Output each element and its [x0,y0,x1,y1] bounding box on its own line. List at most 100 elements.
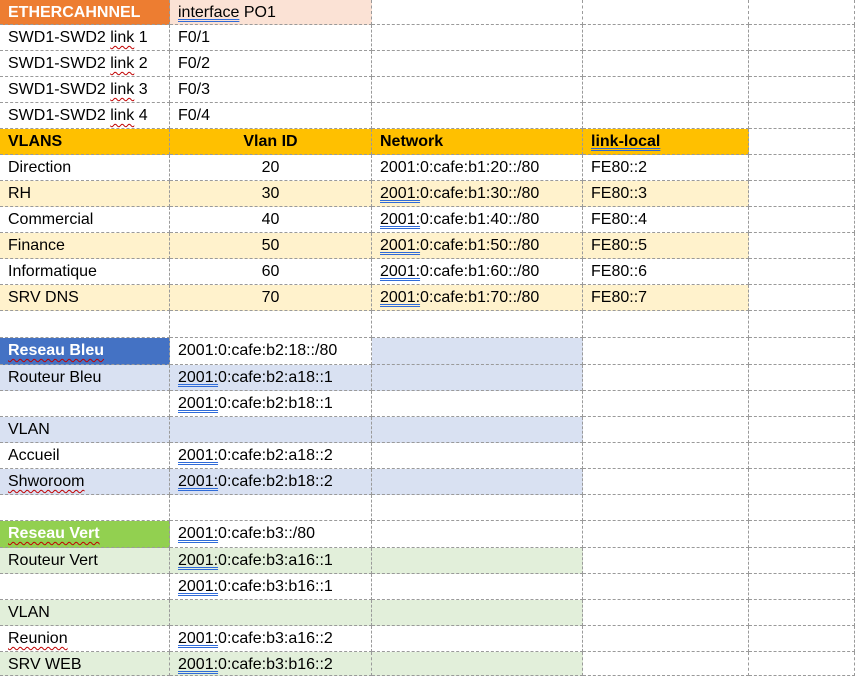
routeur-vert-addr-cell[interactable]: 2001:0:cafe:b3:a16::1 [170,548,372,574]
empty-cell[interactable] [583,521,749,548]
link-label-cell[interactable]: SWD1-SWD2 link 4 [0,103,170,129]
empty-cell[interactable] [372,469,583,495]
header-vlans[interactable]: VLANS [0,129,170,155]
empty-cell[interactable] [372,521,583,548]
empty-cell[interactable] [372,365,583,391]
vlan-name-cell[interactable]: Finance [0,233,170,259]
routeur-bleu-addr-cell[interactable]: 2001:0:cafe:b2:b18::1 [170,391,372,417]
header-vlan-id[interactable]: Vlan ID [170,129,372,155]
empty-cell[interactable] [749,626,855,652]
empty-cell[interactable] [583,103,749,129]
empty-cell[interactable] [749,51,855,77]
vlan-name-cell[interactable]: RH [0,181,170,207]
empty-cell[interactable] [749,129,855,155]
vlan-name-cell[interactable]: SRV DNS [0,285,170,311]
empty-cell[interactable] [583,574,749,600]
empty-cell[interactable] [749,521,855,548]
empty-cell[interactable] [749,365,855,391]
empty-cell[interactable] [583,417,749,443]
vlan-name-cell[interactable]: SRV WEB [0,652,170,676]
empty-cell[interactable] [749,311,855,338]
empty-cell[interactable] [749,417,855,443]
reseau-vert-network-cell[interactable]: 2001:0:cafe:b3::/80 [170,521,372,548]
vlan-name-cell[interactable]: Commercial [0,207,170,233]
empty-cell[interactable] [583,443,749,469]
empty-cell[interactable] [372,600,583,626]
empty-cell[interactable] [749,181,855,207]
vlan-network-cell[interactable]: 2001:0:cafe:b1:30::/80 [372,181,583,207]
vlan-link-local-cell[interactable]: FE80::6 [583,259,749,285]
empty-cell[interactable] [583,626,749,652]
vlan-id-cell[interactable]: 30 [170,181,372,207]
empty-cell[interactable] [583,365,749,391]
link-label-cell[interactable]: SWD1-SWD2 link 1 [0,25,170,51]
vlan-addr-cell[interactable]: 2001:0:cafe:b3:b16::2 [170,652,372,676]
link-port-cell[interactable]: F0/3 [170,77,372,103]
vlan-network-cell[interactable]: 2001:0:cafe:b1:70::/80 [372,285,583,311]
etherchannel-interface-cell[interactable]: interface PO1 [170,0,372,25]
vlan-network-cell[interactable]: 2001:0:cafe:b1:40::/80 [372,207,583,233]
empty-cell[interactable] [372,338,583,365]
empty-cell[interactable] [749,574,855,600]
vlan-name-cell[interactable]: Direction [0,155,170,181]
header-network[interactable]: Network [372,129,583,155]
empty-cell[interactable] [749,548,855,574]
empty-cell[interactable] [749,207,855,233]
empty-cell[interactable] [372,103,583,129]
empty-cell[interactable] [583,338,749,365]
empty-cell[interactable] [372,77,583,103]
vlan-label-cell[interactable]: VLAN [0,600,170,626]
vlan-id-cell[interactable]: 20 [170,155,372,181]
empty-cell[interactable] [372,311,583,338]
vlan-link-local-cell[interactable]: FE80::5 [583,233,749,259]
empty-cell[interactable] [583,311,749,338]
vlan-name-cell[interactable]: Reunion [0,626,170,652]
empty-cell[interactable] [749,0,855,25]
empty-cell[interactable] [170,417,372,443]
etherchannel-title-cell[interactable]: ETHERCAHNNEL [0,0,170,25]
empty-cell[interactable] [583,600,749,626]
empty-cell[interactable] [749,77,855,103]
empty-cell[interactable] [0,391,170,417]
routeur-vert-addr-cell[interactable]: 2001:0:cafe:b3:b16::1 [170,574,372,600]
reseau-bleu-title-cell[interactable]: Reseau Bleu [0,338,170,365]
vlan-network-cell[interactable]: 2001:0:cafe:b1:50::/80 [372,233,583,259]
empty-cell[interactable] [372,51,583,77]
vlan-addr-cell[interactable]: 2001:0:cafe:b2:b18::2 [170,469,372,495]
vlan-label-cell[interactable]: VLAN [0,417,170,443]
empty-cell[interactable] [749,495,855,521]
vlan-id-cell[interactable]: 60 [170,259,372,285]
link-port-cell[interactable]: F0/2 [170,51,372,77]
empty-cell[interactable] [372,574,583,600]
empty-cell[interactable] [583,469,749,495]
link-label-cell[interactable]: SWD1-SWD2 link 3 [0,77,170,103]
vlan-link-local-cell[interactable]: FE80::7 [583,285,749,311]
header-link-local[interactable]: link-local [583,129,749,155]
vlan-network-cell[interactable]: 2001:0:cafe:b1:60::/80 [372,259,583,285]
vlan-addr-cell[interactable]: 2001:0:cafe:b3:a16::2 [170,626,372,652]
vlan-name-cell[interactable]: Informatique [0,259,170,285]
empty-cell[interactable] [0,495,170,521]
empty-cell[interactable] [583,51,749,77]
link-label-cell[interactable]: SWD1-SWD2 link 2 [0,51,170,77]
empty-cell[interactable] [749,600,855,626]
empty-cell[interactable] [0,311,170,338]
empty-cell[interactable] [583,77,749,103]
empty-cell[interactable] [372,626,583,652]
empty-cell[interactable] [583,495,749,521]
empty-cell[interactable] [583,391,749,417]
vlan-network-cell[interactable]: 2001:0:cafe:b1:20::/80 [372,155,583,181]
empty-cell[interactable] [749,285,855,311]
vlan-id-cell[interactable]: 50 [170,233,372,259]
vlan-link-local-cell[interactable]: FE80::2 [583,155,749,181]
empty-cell[interactable] [372,652,583,676]
routeur-bleu-addr-cell[interactable]: 2001:0:cafe:b2:a18::1 [170,365,372,391]
empty-cell[interactable] [749,233,855,259]
empty-cell[interactable] [372,25,583,51]
empty-cell[interactable] [170,311,372,338]
empty-cell[interactable] [749,443,855,469]
reseau-bleu-network-cell[interactable]: 2001:0:cafe:b2:18::/80 [170,338,372,365]
empty-cell[interactable] [749,338,855,365]
vlan-name-cell[interactable]: Shworoom [0,469,170,495]
vlan-id-cell[interactable]: 40 [170,207,372,233]
